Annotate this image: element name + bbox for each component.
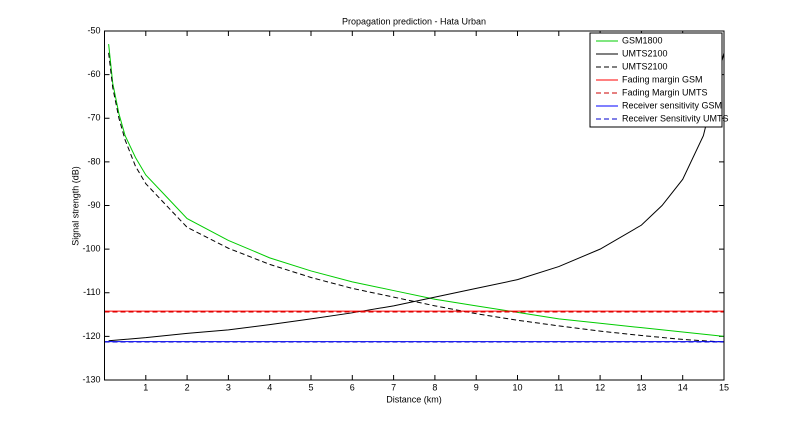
legend-label: Receiver Sensitivity UMTS <box>622 113 729 123</box>
y-tick-label: -100 <box>82 244 100 254</box>
series-line <box>108 52 725 342</box>
x-tick-label: 12 <box>595 382 605 392</box>
x-tick-label: 8 <box>432 382 437 392</box>
legend-label: GSM1800 <box>622 35 663 45</box>
legend-label: Fading Margin UMTS <box>622 87 708 97</box>
x-axis-label: Distance (km) <box>386 394 442 404</box>
x-tick-label: 15 <box>719 382 729 392</box>
y-tick-label: -80 <box>87 156 100 166</box>
x-tick-label: 4 <box>267 382 272 392</box>
y-tick-label: -120 <box>82 331 100 341</box>
y-tick-label: -90 <box>87 200 100 210</box>
x-tick-label: 1 <box>143 382 148 392</box>
chart-title: Propagation prediction - Hata Urban <box>342 16 486 26</box>
series-line <box>108 44 725 337</box>
x-tick-label: 13 <box>636 382 646 392</box>
y-tick-label: -60 <box>87 69 100 79</box>
series-line <box>108 52 725 343</box>
x-tick-label: 2 <box>185 382 190 392</box>
x-tick-label: 5 <box>308 382 313 392</box>
legend-label: UMTS2100 <box>622 61 668 71</box>
legend-label: UMTS2100 <box>622 48 668 58</box>
x-tick-label: 10 <box>512 382 522 392</box>
x-tick-label: 7 <box>391 382 396 392</box>
y-tick-label: -130 <box>82 374 100 384</box>
y-tick-label: -110 <box>83 287 100 297</box>
legend-label: Receiver sensitivity GSM <box>622 100 722 110</box>
x-tick-label: 14 <box>678 382 688 392</box>
legend-label: Fading margin GSM <box>622 74 703 84</box>
y-axis-label: Signal strength (dB) <box>70 166 80 246</box>
x-tick-label: 9 <box>474 382 479 392</box>
x-tick-label: 3 <box>226 382 231 392</box>
x-tick-label: 11 <box>554 382 563 392</box>
plot-frame <box>104 30 725 381</box>
y-tick-label: -70 <box>87 113 100 123</box>
y-tick-label: -50 <box>87 25 100 35</box>
x-tick-label: 6 <box>350 382 355 392</box>
